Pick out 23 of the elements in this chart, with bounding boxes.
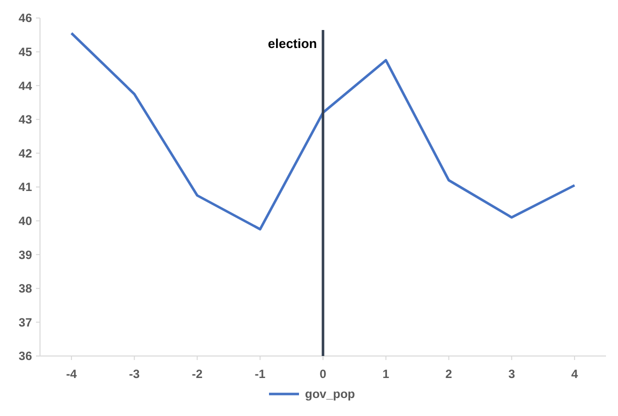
y-tick-label: 37 <box>18 315 32 330</box>
y-tick-label: 36 <box>18 349 32 364</box>
y-tick-label: 40 <box>18 214 32 228</box>
y-tick-label: 38 <box>18 282 32 296</box>
y-tick-label: 44 <box>18 78 32 93</box>
y-tick-label: 42 <box>18 146 32 160</box>
x-tick-label: 2 <box>445 367 452 381</box>
x-tick-label: -1 <box>254 367 266 381</box>
x-tick-label: 3 <box>508 367 516 381</box>
ref-line-label: election <box>268 36 318 51</box>
x-tick-label: -4 <box>66 367 78 381</box>
y-tick-label: 45 <box>18 45 32 59</box>
y-tick-label: 41 <box>18 180 32 194</box>
y-tick-label: 39 <box>18 248 32 262</box>
legend-label: gov_pop <box>305 387 355 402</box>
y-tick-label: 43 <box>18 112 32 127</box>
x-tick-label: 0 <box>320 367 327 381</box>
x-tick-label: -3 <box>128 367 140 381</box>
y-tick-label: 46 <box>18 11 32 26</box>
line-series <box>70 32 576 230</box>
x-tick-label: 1 <box>382 367 390 381</box>
x-tick-label: 4 <box>571 367 578 381</box>
x-tick-label: -2 <box>192 367 203 381</box>
